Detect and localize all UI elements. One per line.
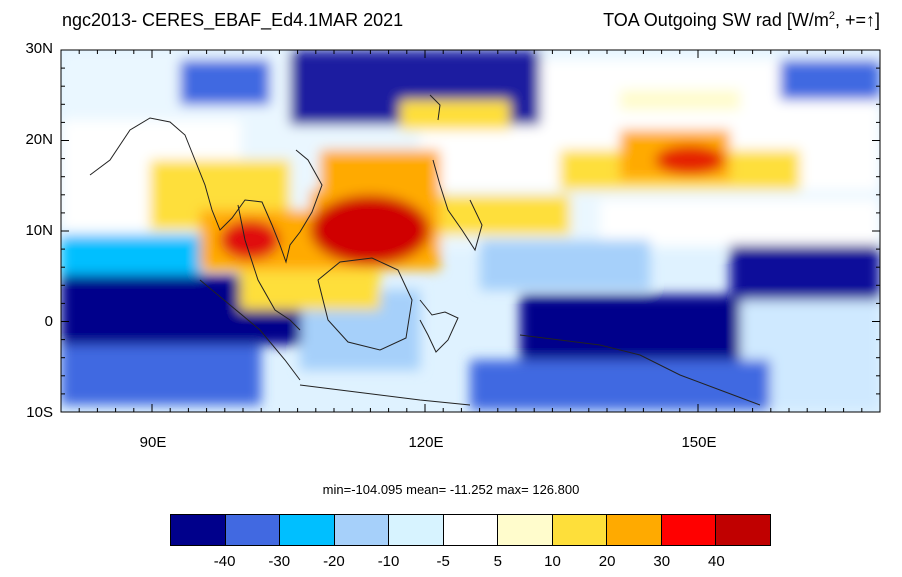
colorbar-box [171,515,226,545]
colorbar-box [443,515,499,545]
colorbar-box [389,515,444,545]
lon-label-150e: 150E [681,434,717,451]
colorbar-label: 5 [493,553,502,570]
lon-label-90e: 90E [139,434,167,451]
colorbar-box [280,515,335,545]
colorbar-label: -30 [268,553,291,570]
lat-label-30n: 30N [25,40,53,57]
colorbar-label: 20 [598,553,616,570]
colorbar-label: -5 [436,553,450,570]
up-arrow-icon: ↑ [865,10,875,30]
colorbar-label: -40 [213,553,236,570]
colorbar-box [225,515,281,545]
lat-label-0: 0 [44,313,53,330]
colorbar-box [498,515,553,545]
lat-label-10n: 10N [25,222,53,239]
colorbar-box [716,515,771,545]
colorbar-box [661,515,717,545]
map-title-right: TOA Outgoing SW rad [W/m2, +=↑] [603,10,880,30]
colorbar [170,514,771,546]
colorbar-box [334,515,390,545]
colorbar-label: 40 [708,553,725,570]
stats-line: min=-104.095 mean= -11.252 max= 126.800 [322,482,580,497]
colorbar-label: -10 [377,553,400,570]
lat-label-10s: 10S [26,404,53,421]
coastline [89,94,761,406]
lat-label-20n: 20N [25,131,53,148]
colorbar-label: 30 [653,553,671,570]
colorbar-label: -20 [323,553,345,570]
axis-ticks [60,49,881,413]
map-title-left: ngc2013- CERES_EBAF_Ed4.1MAR 2021 [62,10,404,30]
map-field [61,50,880,412]
lon-label-120e: 120E [408,434,444,451]
colorbar-box [607,515,662,545]
colorbar-label: 10 [544,553,561,570]
colorbar-box [552,515,608,545]
